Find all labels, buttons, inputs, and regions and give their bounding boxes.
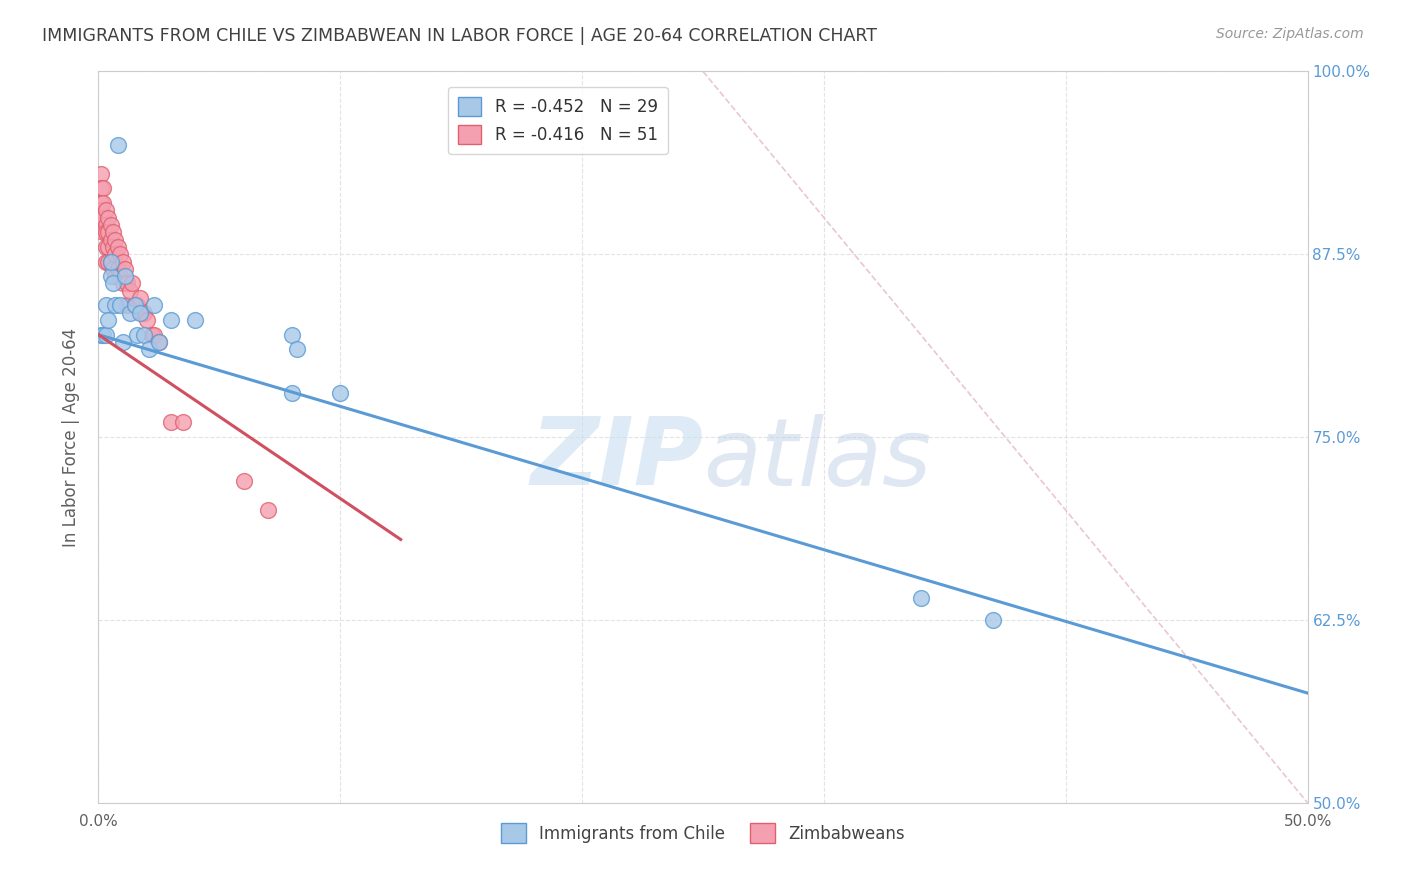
- Point: [90, 181, 112, 195]
- Point: [281, 386, 304, 401]
- Point: [91, 196, 114, 211]
- Point: [104, 233, 127, 247]
- Point: [104, 247, 127, 261]
- Point: [107, 137, 129, 152]
- Point: [111, 254, 134, 268]
- Point: [108, 247, 131, 261]
- Point: [329, 386, 352, 401]
- Point: [134, 327, 156, 342]
- Point: [104, 298, 127, 312]
- Y-axis label: In Labor Force | Age 20-64: In Labor Force | Age 20-64: [62, 327, 80, 547]
- Point: [97, 211, 120, 225]
- Point: [101, 261, 124, 276]
- Point: [256, 503, 278, 517]
- Point: [90, 203, 112, 218]
- Point: [101, 240, 124, 254]
- Point: [184, 313, 207, 327]
- Point: [117, 277, 139, 291]
- Point: [124, 298, 146, 312]
- Point: [143, 298, 166, 312]
- Point: [94, 254, 117, 268]
- Legend: Immigrants from Chile, Zimbabweans: Immigrants from Chile, Zimbabweans: [494, 817, 912, 849]
- Point: [101, 277, 124, 291]
- Point: [94, 225, 117, 239]
- Point: [172, 416, 194, 430]
- Point: [94, 240, 117, 254]
- Point: [94, 298, 117, 312]
- Point: [100, 218, 122, 232]
- Point: [107, 240, 129, 254]
- Point: [111, 334, 134, 349]
- Point: [148, 334, 170, 349]
- Point: [100, 254, 122, 268]
- Point: [118, 306, 141, 320]
- Point: [160, 313, 183, 327]
- Point: [97, 313, 120, 327]
- Point: [981, 613, 1004, 627]
- Point: [90, 218, 112, 232]
- Point: [91, 181, 114, 195]
- Point: [101, 225, 124, 239]
- Point: [117, 298, 139, 312]
- Point: [285, 343, 308, 357]
- Point: [127, 327, 149, 342]
- Point: [100, 254, 122, 268]
- Point: [90, 167, 112, 181]
- Point: [127, 298, 149, 312]
- Point: [148, 334, 170, 349]
- Point: [135, 313, 157, 327]
- Point: [124, 298, 146, 312]
- Point: [94, 327, 117, 342]
- Point: [143, 327, 166, 342]
- Point: [97, 225, 120, 239]
- Point: [100, 269, 122, 284]
- Point: [91, 225, 114, 239]
- Point: [128, 306, 150, 320]
- Point: [118, 284, 141, 298]
- Point: [232, 474, 254, 488]
- Text: Source: ZipAtlas.com: Source: ZipAtlas.com: [1216, 27, 1364, 41]
- Text: IMMIGRANTS FROM CHILE VS ZIMBABWEAN IN LABOR FORCE | AGE 20-64 CORRELATION CHART: IMMIGRANTS FROM CHILE VS ZIMBABWEAN IN L…: [42, 27, 877, 45]
- Point: [131, 306, 153, 320]
- Point: [97, 240, 120, 254]
- Point: [160, 416, 183, 430]
- Point: [97, 254, 120, 268]
- Point: [100, 233, 122, 247]
- Point: [121, 277, 143, 291]
- Point: [111, 277, 134, 291]
- Point: [91, 211, 114, 225]
- Point: [281, 327, 304, 342]
- Text: ZIP: ZIP: [530, 413, 703, 505]
- Point: [107, 261, 129, 276]
- Point: [138, 343, 160, 357]
- Point: [114, 261, 136, 276]
- Point: [104, 269, 127, 284]
- Point: [108, 269, 131, 284]
- Point: [94, 203, 117, 218]
- Point: [114, 269, 136, 284]
- Point: [90, 196, 112, 211]
- Point: [141, 327, 163, 342]
- Point: [128, 291, 150, 305]
- Point: [94, 218, 117, 232]
- Point: [90, 327, 112, 342]
- Point: [134, 306, 156, 320]
- Text: atlas: atlas: [703, 414, 931, 505]
- Point: [91, 327, 114, 342]
- Point: [910, 591, 932, 605]
- Point: [108, 298, 131, 312]
